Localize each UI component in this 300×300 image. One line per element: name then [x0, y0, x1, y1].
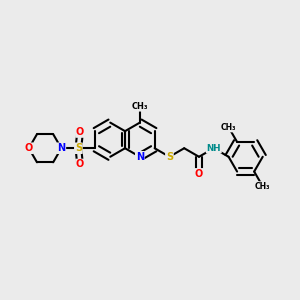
Text: CH₃: CH₃ — [255, 182, 271, 191]
Text: NH: NH — [206, 144, 221, 153]
Text: N: N — [136, 152, 144, 162]
Text: S: S — [75, 143, 82, 153]
Text: S: S — [166, 152, 173, 162]
Text: CH₃: CH₃ — [132, 102, 148, 111]
Text: O: O — [25, 143, 33, 153]
Text: CH₃: CH₃ — [221, 123, 236, 132]
Text: O: O — [76, 127, 84, 137]
Text: O: O — [76, 160, 84, 170]
Text: N: N — [57, 143, 65, 153]
Text: O: O — [195, 169, 203, 179]
